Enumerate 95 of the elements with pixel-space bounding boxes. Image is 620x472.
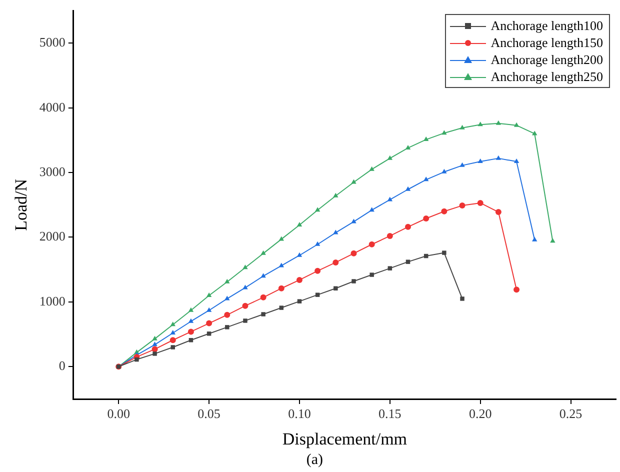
point [386, 232, 393, 239]
point [152, 336, 158, 340]
point [423, 176, 429, 182]
point [152, 342, 158, 346]
y-tick-label: 3000 [39, 164, 66, 179]
y-tick-label: 4000 [39, 99, 66, 114]
point [224, 278, 230, 284]
point [423, 215, 430, 222]
point [296, 252, 302, 257]
point [242, 302, 248, 309]
y-tick-label: 1000 [39, 293, 66, 308]
point [351, 179, 356, 184]
point [314, 207, 320, 212]
x-tick-label: 0.05 [198, 406, 220, 422]
point [188, 328, 194, 335]
point [370, 272, 374, 277]
point [206, 320, 212, 326]
point [495, 209, 502, 216]
point [369, 166, 374, 171]
point [279, 306, 284, 310]
point [368, 241, 375, 248]
point [405, 186, 411, 191]
point [333, 192, 338, 198]
point [206, 292, 212, 297]
point [261, 312, 266, 316]
x-tick-label: 0.10 [288, 406, 311, 422]
point [387, 155, 393, 160]
point [405, 224, 412, 230]
text: (a) [306, 452, 324, 468]
x-tick-label: 0.25 [559, 406, 582, 422]
point [206, 332, 212, 336]
point [134, 357, 139, 362]
point [532, 236, 538, 242]
point [478, 122, 483, 126]
y-axis-title: Load/N [12, 178, 31, 231]
point [296, 222, 302, 226]
point [496, 155, 502, 160]
point [442, 250, 446, 255]
point [206, 307, 212, 312]
point [315, 292, 320, 297]
point [314, 241, 320, 246]
point [460, 124, 465, 130]
point [224, 312, 230, 318]
y-tick-label: 2000 [39, 228, 66, 244]
point [478, 158, 483, 164]
x-tick-label: 0.15 [378, 406, 402, 422]
point [278, 285, 284, 292]
point [405, 144, 411, 150]
point [460, 296, 464, 301]
point [406, 260, 410, 264]
x-tick-label: 0.00 [107, 406, 130, 422]
point [477, 200, 484, 206]
point [334, 286, 338, 290]
point [441, 208, 448, 214]
point [297, 299, 302, 304]
point [296, 276, 302, 283]
point [514, 122, 520, 127]
point [352, 279, 356, 284]
point [369, 207, 374, 212]
point [459, 202, 466, 209]
legend-label: Anchorage length150 [490, 34, 603, 51]
point [260, 273, 266, 278]
y-tick-label: 5000 [39, 34, 66, 50]
point [260, 294, 266, 300]
point [460, 162, 465, 167]
point [225, 325, 230, 330]
point [442, 168, 447, 174]
point [260, 250, 266, 255]
point [550, 238, 556, 243]
point [496, 120, 502, 125]
point [152, 346, 158, 352]
point [442, 130, 447, 135]
point [243, 318, 248, 323]
point [188, 318, 194, 323]
point [170, 337, 176, 344]
point [332, 259, 339, 266]
point [170, 345, 175, 350]
point [351, 218, 356, 224]
legend-label: Anchorage length200 [490, 51, 603, 68]
point [170, 330, 176, 335]
point [152, 352, 157, 356]
point [388, 266, 392, 270]
legend-label: Anchorage length250 [490, 68, 603, 85]
point [514, 286, 520, 293]
point [350, 250, 357, 256]
point [314, 268, 321, 274]
x-tick-label: 0.20 [468, 406, 492, 422]
point [242, 264, 248, 270]
point [170, 322, 176, 326]
point [423, 136, 429, 142]
y-tick-label: 0 [58, 358, 66, 374]
point [188, 307, 194, 312]
x-axis-title: Displacement/mm [282, 429, 408, 448]
legend-label: Anchorage length100 [490, 17, 603, 34]
point [514, 158, 520, 164]
